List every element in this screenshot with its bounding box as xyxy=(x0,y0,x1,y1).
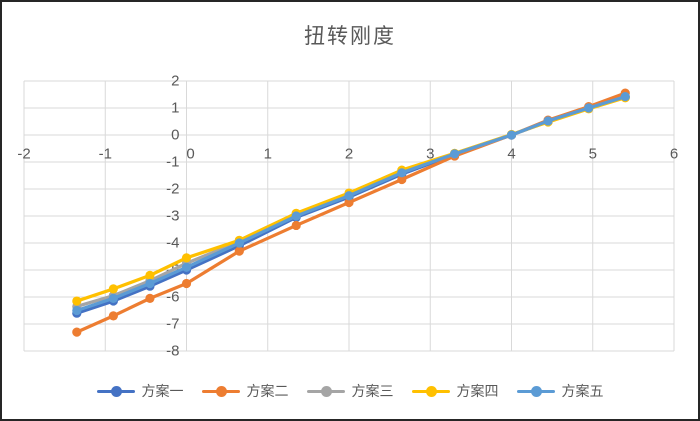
series-line-plan-2 xyxy=(75,91,627,334)
legend-marker-icon xyxy=(201,385,240,397)
legend-item-plan-2: 方案二 xyxy=(201,381,289,401)
x-tick-label: 3 xyxy=(426,146,434,163)
legend-item-plan-4: 方案四 xyxy=(411,381,499,401)
data-point-marker-plan-2 xyxy=(181,278,192,289)
y-tick-label: -3 xyxy=(166,208,179,225)
legend-item-plan-1: 方案一 xyxy=(96,381,184,401)
series-plan-5 xyxy=(72,92,630,316)
data-point-marker-plan-5 xyxy=(108,293,118,303)
data-point-marker-plan-4 xyxy=(181,253,192,263)
legend-label: 方案三 xyxy=(351,383,394,399)
data-point-marker-plan-5 xyxy=(450,149,460,159)
x-tick-label: 5 xyxy=(589,146,597,163)
data-point-marker-plan-2 xyxy=(291,220,301,231)
data-point-marker-plan-5 xyxy=(397,168,407,178)
data-point-marker-plan-4 xyxy=(72,296,82,306)
data-point-marker-plan-5 xyxy=(291,211,301,221)
x-tick-label: -1 xyxy=(99,146,112,163)
y-tick-label: -1 xyxy=(166,154,179,171)
data-point-marker-plan-5 xyxy=(584,103,594,113)
y-tick-label: -2 xyxy=(166,181,179,198)
legend: 方案一 方案二 方案三 方案四 方案五 xyxy=(2,381,698,401)
data-point-marker-plan-5 xyxy=(181,262,192,272)
y-tick-label: 0 xyxy=(171,127,179,144)
data-point-marker-plan-2 xyxy=(234,246,244,256)
legend-label: 方案二 xyxy=(246,383,289,399)
legend-marker-icon xyxy=(516,385,555,397)
x-tick-label: 4 xyxy=(507,146,515,163)
y-tick-label: -7 xyxy=(166,316,179,333)
legend-label: 方案一 xyxy=(141,383,184,399)
y-tick-label: -8 xyxy=(166,343,179,360)
legend-item-plan-5: 方案五 xyxy=(516,381,604,401)
y-tick-label: -6 xyxy=(166,289,179,306)
data-point-marker-plan-2 xyxy=(108,311,118,321)
y-tick-label: 1 xyxy=(171,100,179,117)
chart-title: 扭转刚度 xyxy=(304,25,396,48)
legend-label: 方案四 xyxy=(456,383,499,399)
data-point-marker-plan-4 xyxy=(145,270,155,280)
x-tick-label: 1 xyxy=(264,146,272,163)
x-tick-label: 6 xyxy=(670,146,678,163)
data-point-marker-plan-2 xyxy=(145,293,155,303)
legend-item-plan-3: 方案三 xyxy=(306,381,394,401)
data-point-marker-plan-5 xyxy=(506,130,517,140)
data-point-marker-plan-2 xyxy=(344,197,354,208)
y-tick-label: 2 xyxy=(171,73,179,90)
data-point-marker-plan-2 xyxy=(72,327,82,337)
data-point-marker-plan-5 xyxy=(72,305,82,316)
legend-label: 方案五 xyxy=(561,383,604,399)
data-point-marker-plan-2 xyxy=(397,174,407,185)
x-tick-label: 0 xyxy=(186,146,194,163)
legend-marker-icon xyxy=(411,385,450,397)
data-point-marker-plan-5 xyxy=(543,116,553,126)
x-tick-label: 2 xyxy=(345,146,353,163)
data-point-marker-plan-4 xyxy=(108,284,118,294)
legend-marker-icon xyxy=(306,385,345,397)
data-point-marker-plan-5 xyxy=(620,92,630,102)
data-point-marker-plan-5 xyxy=(234,238,244,248)
legend-marker-icon xyxy=(96,385,135,397)
data-point-marker-plan-5 xyxy=(344,191,354,201)
x-tick-label: -2 xyxy=(17,146,30,163)
y-tick-label: -4 xyxy=(166,235,179,252)
data-point-marker-plan-5 xyxy=(145,278,155,289)
